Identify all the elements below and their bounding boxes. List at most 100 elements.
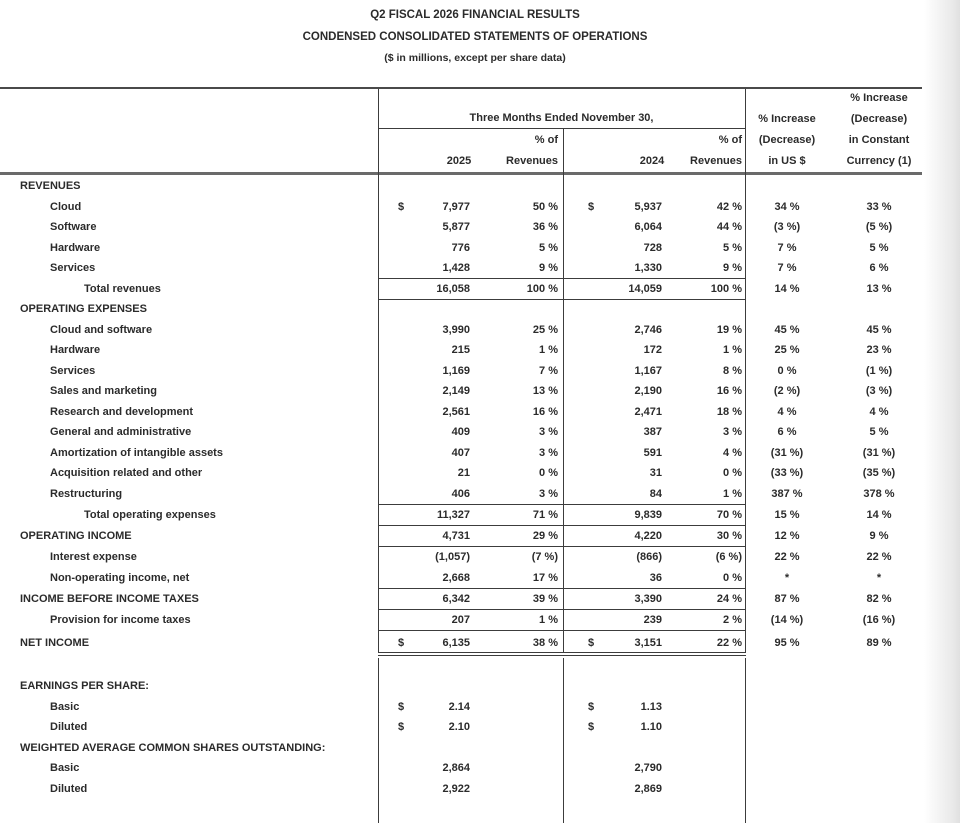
pct-change-usd: 34 % [774,200,800,213]
pct-of-revenues-2024: 24 % [716,592,742,605]
value-2024: 387 [643,426,662,439]
currency-symbol-2025: $ [398,700,405,713]
value-2025: 7,977 [442,200,470,213]
pct-change-usd: 87 % [774,592,800,605]
column-divider [745,658,747,823]
pct-change-usd: (33 %) [770,467,804,480]
total-rule [378,629,746,631]
value-2025: 776 [451,241,470,254]
value-2025: 6,342 [442,592,470,605]
value-2024: 1.10 [640,721,662,734]
row-label: EARNINGS PER SHARE: [20,680,149,693]
table-row: Cloud $7,977 50 % $5,937 42 % 34 % 33 % [0,197,960,218]
pct-change-usd: (31 %) [770,446,804,459]
pct-of-revenues-2025: 100 % [526,282,558,295]
row-label: OPERATING EXPENSES [20,303,147,316]
pct-of-revenues-2025: 3 % [539,446,558,459]
pct-change-constant-currency: 13 % [866,282,892,295]
value-2025: 6,135 [442,637,470,649]
section-row: OPERATING INCOME 4,731 29 % 4,220 30 % 12 % 9 … [0,525,960,546]
column-header-usd-change: in US $ [768,155,806,167]
value-2025: 5,877 [442,221,470,234]
row-label: General and administrative [50,426,192,439]
pct-of-revenues-2025: 9 % [539,262,558,275]
value-2024: 591 [643,446,662,459]
currency-symbol-2025: $ [398,637,405,649]
column-header-pct-of: % of [534,134,558,146]
value-2025: 2,561 [442,405,470,418]
row-label: Cloud [50,200,82,213]
pct-of-revenues-2024: 9 % [723,262,742,275]
column-header-2024: 2024 [639,155,665,167]
pct-change-usd: 45 % [774,323,800,336]
units-note: ($ in millions, except per share data) [384,52,566,64]
row-label: Research and development [50,405,194,418]
pct-of-revenues-2025: 3 % [539,426,558,439]
table-row: Interest expense (1,057) (7 %) (866) (6 %) 22… [0,546,960,567]
value-2024: 36 [649,571,662,584]
value-2025: 207 [451,613,470,626]
table-row: Diluted $2.10 $1.10 [0,717,960,738]
table-row: Provision for income taxes 207 1 % 239 2 % (1… [0,609,960,630]
table-row: Diluted 2,922 2,869 [0,779,960,800]
table-row: Basic 2,864 2,790 [0,758,960,779]
pct-change-constant-currency: 82 % [866,592,892,605]
pct-change-usd: 15 % [774,508,800,521]
pct-of-revenues-2025: 1 % [539,613,558,626]
total-rule [378,608,746,610]
table-row: Restructuring 406 3 % 84 1 % 387 % 378 % [0,484,960,505]
value-2024: 2,471 [634,405,662,418]
row-label: INCOME BEFORE INCOME TAXES [20,592,199,605]
table-row: Acquisition related and other 21 0 % 31 0 % (… [0,463,960,484]
pct-change-constant-currency: 14 % [866,508,892,521]
row-label: Services [50,364,96,377]
value-2025: 4,731 [442,529,470,542]
currency-symbol-2025: $ [398,200,405,213]
pct-change-constant-currency: (5 %) [865,221,893,234]
pct-of-revenues-2024: 30 % [716,529,742,542]
row-label: Provision for income taxes [50,613,191,626]
pct-of-revenues-2024: 44 % [716,221,742,234]
pct-change-constant-currency: (35 %) [862,467,896,480]
pct-of-revenues-2024: 2 % [723,613,742,626]
pct-change-usd: 7 % [777,241,797,254]
table-rows: REVENUES Cloud $7,977 50 % $5,937 42 % 34 % 33 … [0,176,960,799]
table-row: General and administrative 409 3 % 387 3 % 6 … [0,422,960,443]
pct-change-constant-currency: 45 % [866,323,892,336]
value-2024: 728 [643,241,662,254]
pct-change-usd: 25 % [774,344,800,357]
table-row: Services 1,428 9 % 1,330 9 % 7 % 6 % [0,258,960,279]
pct-change-constant-currency: 23 % [866,344,892,357]
pct-change-constant-currency: 5 % [869,426,889,439]
document-subtitle: CONDENSED CONSOLIDATED STATEMENTS OF OPE… [302,31,648,43]
value-2025: 2,864 [442,762,470,775]
pct-change-usd: 7 % [777,262,797,275]
value-2025: 1,169 [442,364,470,377]
pct-change-usd: 6 % [777,426,797,439]
pct-of-revenues-2025: 38 % [532,637,558,649]
row-label: Diluted [50,782,88,795]
pct-of-revenues-2025: 7 % [539,364,558,377]
pct-of-revenues-2024: 3 % [723,426,742,439]
row-label: Non-operating income, net [50,571,190,584]
value-2025: 16,058 [436,282,470,295]
pct-of-revenues-2025: 36 % [532,221,558,234]
pct-of-revenues-2024: 22 % [716,637,742,649]
row-label: Services [50,262,96,275]
net-income-double-rule [378,654,746,656]
section-row: REVENUES [0,176,960,197]
currency-symbol-2024: $ [588,200,595,213]
pct-of-revenues-2025: 71 % [532,508,558,521]
pct-of-revenues-2024: 70 % [716,508,742,521]
column-divider [745,89,747,652]
total-rule [378,277,746,279]
value-2024: (866) [636,550,662,563]
value-2025: 409 [451,426,470,439]
value-2024: 1.13 [640,700,662,713]
table-row: Sales and marketing 2,149 13 % 2,190 16 % (2 … [0,381,960,402]
row-label: Restructuring [50,487,123,500]
column-header-revenues: Revenues [506,155,558,167]
pct-change-usd: 387 % [771,487,803,500]
value-2024: 1,167 [634,364,662,377]
value-2024: 2,746 [634,323,662,336]
